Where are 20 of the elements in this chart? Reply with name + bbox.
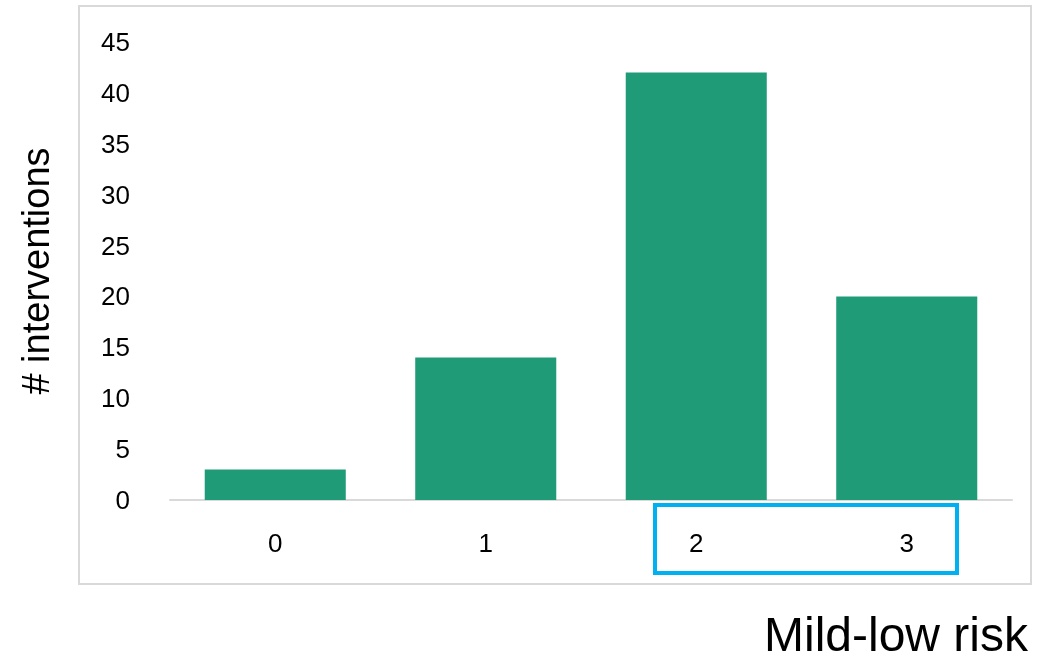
y-tick-label: 10 bbox=[101, 383, 130, 414]
y-tick-label: 25 bbox=[101, 230, 130, 261]
bar bbox=[204, 469, 346, 500]
y-tick-label: 40 bbox=[101, 77, 130, 108]
x-tick-label: 0 bbox=[268, 528, 283, 558]
y-tick-label: 20 bbox=[101, 281, 130, 312]
y-tick-label: 15 bbox=[101, 332, 130, 363]
y-tick-label: 30 bbox=[101, 179, 130, 210]
y-tick-label: 45 bbox=[101, 27, 130, 57]
x-tick-label: 2 bbox=[689, 528, 704, 558]
x-tick-label: 1 bbox=[478, 528, 493, 558]
x-axis-title: Mild-low risk bbox=[764, 607, 1029, 661]
y-tick-label: 5 bbox=[115, 434, 130, 465]
y-tick-label: 0 bbox=[115, 485, 130, 515]
y-tick-label: 35 bbox=[101, 128, 130, 159]
bar bbox=[836, 296, 978, 500]
y-axis-title: # interventions bbox=[15, 147, 57, 395]
bar bbox=[415, 357, 557, 500]
bar bbox=[625, 72, 767, 500]
x-tick-label: 3 bbox=[899, 528, 914, 558]
